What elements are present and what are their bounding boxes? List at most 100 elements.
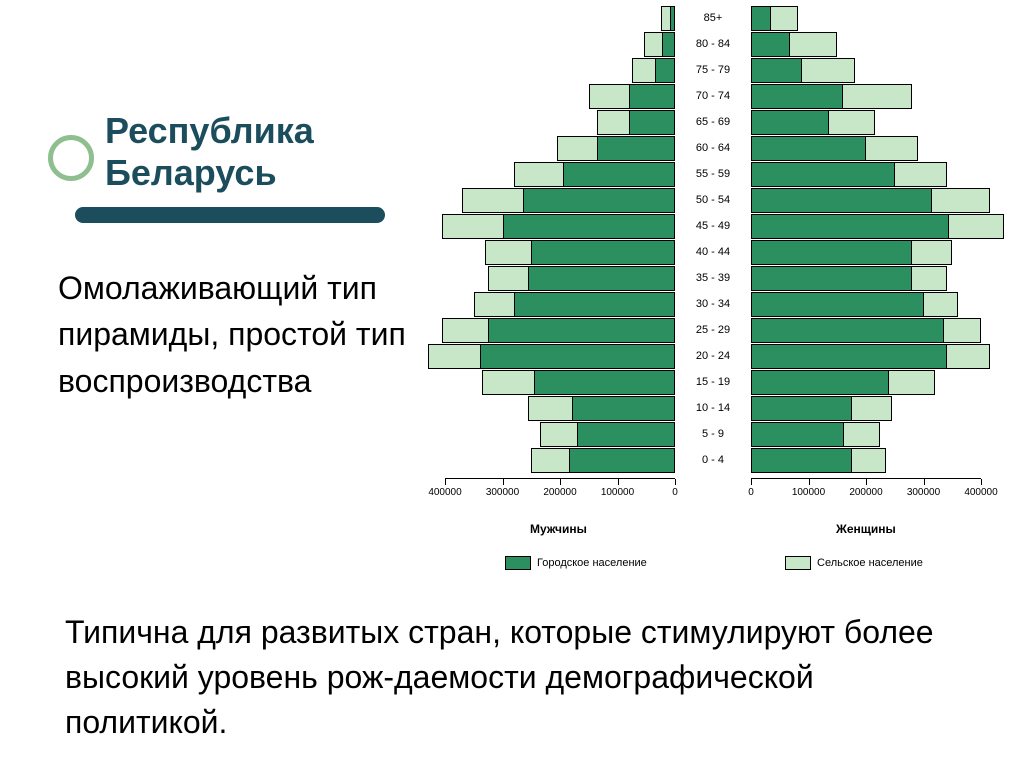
bar-female (751, 84, 912, 109)
bar-male (482, 370, 675, 395)
axis-tick-label: 100000 (792, 487, 825, 498)
bar-male (442, 214, 675, 239)
population-pyramid-chart: 85+80 - 8475 - 7970 - 7465 - 6960 - 6455… (445, 6, 1003, 594)
bar-male (462, 188, 675, 213)
axis-tick (981, 479, 982, 485)
legend-urban: Городское население (505, 556, 647, 570)
bar-female-urban (751, 370, 889, 395)
bar-female (751, 32, 837, 57)
bar-male (589, 84, 675, 109)
age-label: 25 - 29 (679, 324, 747, 336)
bar-male (488, 266, 675, 291)
axis-tick (924, 479, 925, 485)
bar-male-urban (531, 240, 675, 265)
legend-text-rural: Сельское население (817, 557, 923, 569)
bar-female (751, 266, 947, 291)
bar-female (751, 214, 1004, 239)
bar-female-urban (751, 292, 924, 317)
bottom-text: Типична для развитых стран, которые стим… (65, 610, 960, 744)
age-label: 85+ (679, 12, 747, 24)
bar-male-urban (577, 422, 675, 447)
axis-tick (503, 479, 504, 485)
bar-male-urban (514, 292, 675, 317)
bar-female (751, 422, 880, 447)
age-label: 70 - 74 (679, 90, 747, 102)
bar-female-urban (751, 448, 852, 473)
age-label: 35 - 39 (679, 272, 747, 284)
age-label: 55 - 59 (679, 168, 747, 180)
age-labels-column: 85+80 - 8475 - 7970 - 7465 - 6960 - 6455… (679, 6, 747, 478)
bar-male (597, 110, 675, 135)
axis-tick-label: 0 (672, 487, 678, 498)
bar-male-urban (480, 344, 676, 369)
age-label: 50 - 54 (679, 194, 747, 206)
bar-male (428, 344, 675, 369)
title-line2: Беларусь (105, 152, 314, 194)
bar-female (751, 344, 990, 369)
bar-male-urban (655, 58, 675, 83)
axis-tick-label: 100000 (601, 487, 634, 498)
x-axis-male: 4000003000002000001000000 (445, 478, 675, 508)
bar-male-urban (597, 136, 675, 161)
bar-female-urban (751, 422, 844, 447)
bar-male-urban (662, 32, 675, 57)
bar-female (751, 318, 981, 343)
axis-tick-label: 300000 (486, 487, 519, 498)
bar-female-urban (751, 6, 771, 31)
axis-tick-label: 0 (748, 487, 754, 498)
age-label: 40 - 44 (679, 246, 747, 258)
bar-male (528, 396, 675, 421)
legend-swatch-urban (505, 556, 531, 570)
bar-female (751, 6, 798, 31)
bar-female (751, 58, 855, 83)
bar-male (531, 448, 675, 473)
axis-tick (445, 479, 446, 485)
bar-female-urban (751, 32, 790, 57)
age-label: 15 - 19 (679, 376, 747, 388)
bar-male (442, 318, 675, 343)
bar-female-urban (751, 162, 895, 187)
bar-male (514, 162, 675, 187)
bar-female (751, 448, 886, 473)
bar-female (751, 188, 990, 213)
pyramid-female (751, 6, 981, 508)
legend-text-urban: Городское население (537, 557, 647, 569)
bar-female-urban (751, 240, 912, 265)
bar-male-urban (563, 162, 675, 187)
axis-tick-label: 400000 (428, 487, 461, 498)
bar-male (485, 240, 675, 265)
age-label: 0 - 4 (679, 454, 747, 466)
bar-male-urban (523, 188, 675, 213)
bar-male-urban (629, 110, 675, 135)
legend-rural: Сельское население (785, 556, 923, 570)
bar-male (632, 58, 675, 83)
bar-male-urban (572, 396, 676, 421)
bar-male-urban (503, 214, 676, 239)
bar-female-urban (751, 344, 947, 369)
bar-female (751, 370, 935, 395)
age-label: 60 - 64 (679, 142, 747, 154)
bullet-circle (48, 135, 94, 181)
bar-male (540, 422, 675, 447)
gender-label-male: Мужчины (530, 522, 587, 536)
age-label: 10 - 14 (679, 402, 747, 414)
axis-tick (866, 479, 867, 485)
axis-tick (675, 479, 676, 485)
bar-male (557, 136, 675, 161)
bar-female (751, 110, 875, 135)
axis-tick (751, 479, 752, 485)
title-line1: Республика (105, 110, 314, 152)
title-underline (75, 207, 385, 223)
axis-tick (809, 479, 810, 485)
bar-male-urban (534, 370, 675, 395)
bar-male-urban (670, 6, 675, 31)
bar-female (751, 396, 892, 421)
description-text: Омолаживающий тип пирамиды, простой тип … (58, 265, 418, 404)
bar-female-urban (751, 136, 866, 161)
age-label: 45 - 49 (679, 220, 747, 232)
bar-female-urban (751, 318, 944, 343)
bar-male-urban (528, 266, 675, 291)
bar-female-urban (751, 266, 912, 291)
age-label: 75 - 79 (679, 64, 747, 76)
axis-tick (618, 479, 619, 485)
